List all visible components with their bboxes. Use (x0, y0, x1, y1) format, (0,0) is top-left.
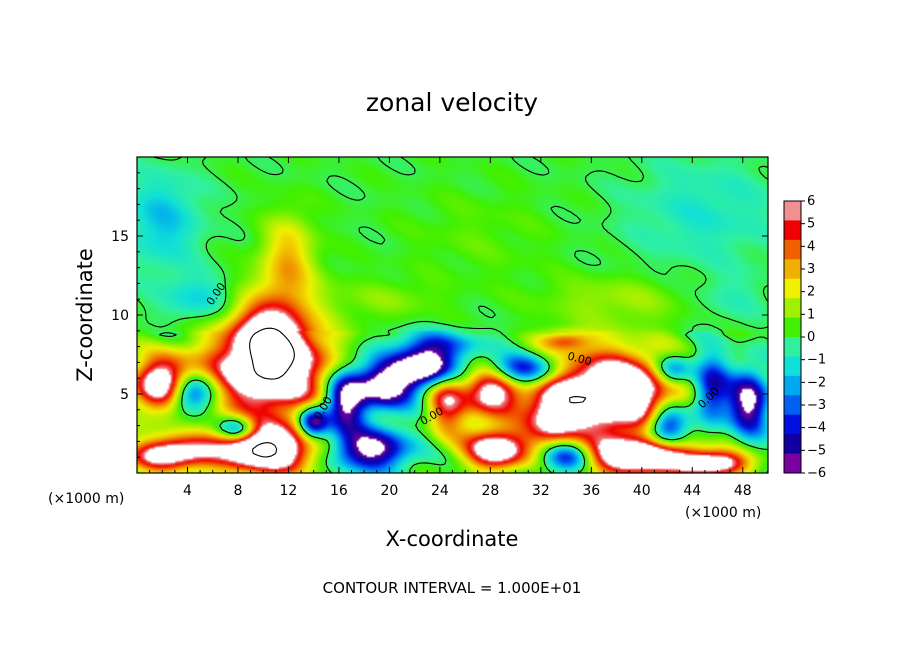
colorbar-swatch (784, 414, 801, 435)
colorbar-swatch (784, 337, 801, 357)
x-tick-label: 44 (683, 483, 701, 499)
colorbar-tick-label: 2 (807, 285, 815, 300)
plot-area: 0.000.00 0.000.000.00 (136, 156, 769, 474)
x-tick-label: 28 (481, 483, 499, 499)
colorbar-swatch (784, 239, 801, 260)
y-axis: 5 10 15 (111, 172, 768, 458)
colorbar-tick-label: −6 (807, 466, 826, 481)
y-tick-label: 15 (111, 229, 129, 245)
colorbar-tick-label: 5 (807, 217, 815, 232)
colorbar-tick-label: 4 (807, 239, 815, 254)
colorbar-tick-label: −4 (807, 421, 826, 436)
y-axis-label: Z-coordinate (73, 248, 97, 382)
colorbar-swatch (784, 220, 801, 241)
x-tick-label: 20 (380, 483, 398, 499)
y-tick-label: 5 (120, 387, 129, 403)
contour-label: 0.00 (566, 350, 593, 369)
colorbar-tick-label: 3 (807, 262, 815, 277)
x-tick-label: 12 (280, 483, 298, 499)
x-tick-label: 32 (532, 483, 550, 499)
colorbar-swatch (784, 259, 801, 280)
colorbar-swatch (784, 375, 801, 396)
x-tick-label: 40 (633, 483, 651, 499)
colorbar-tick-label: 0 (807, 330, 815, 345)
contour-interval-note: CONTOUR INTERVAL = 1.000E+01 (323, 579, 582, 597)
x-tick-label: 16 (330, 483, 348, 499)
chart-title: zonal velocity (366, 88, 538, 117)
colorbar-tick-label: 6 (807, 194, 815, 209)
x-unit-label-right: (×1000 m) (685, 505, 761, 521)
colorbar-tick-label: −2 (807, 375, 826, 390)
colorbar-swatch (784, 317, 801, 338)
x-axis-label: X-coordinate (386, 527, 519, 551)
x-tick-label: 8 (233, 483, 242, 499)
colorbar-tick-label: −5 (807, 443, 826, 458)
x-unit-label-left: (×1000 m) (48, 491, 124, 507)
velocity-field (137, 157, 768, 473)
colorbar-swatch (784, 298, 801, 319)
x-tick-label: 4 (183, 483, 192, 499)
colorbar-swatch (784, 201, 801, 221)
contour-positive-10 (249, 327, 587, 458)
colorbar-tick-label: −3 (807, 398, 826, 413)
colorbar-swatch (784, 434, 801, 455)
colorbar-tick-label: −1 (807, 353, 826, 368)
x-tick-label: 48 (734, 483, 752, 499)
y-tick-label: 10 (111, 308, 129, 324)
x-axis: 4 8 12 16 20 24 28 32 36 40 44 48 (149, 157, 756, 499)
contour-zero (137, 157, 768, 473)
colorbar-swatch (784, 278, 801, 299)
colorbar: 6 5 4 3 2 1 0 −1 −2 −3 −4 −5 −6 (783, 194, 826, 481)
x-tick-label: 36 (582, 483, 600, 499)
colorbar-swatch (784, 395, 801, 416)
colorbar-swatch (784, 453, 801, 474)
x-tick-label: 24 (431, 483, 449, 499)
colorbar-swatch (784, 356, 801, 377)
colorbar-tick-label: 1 (807, 307, 815, 322)
